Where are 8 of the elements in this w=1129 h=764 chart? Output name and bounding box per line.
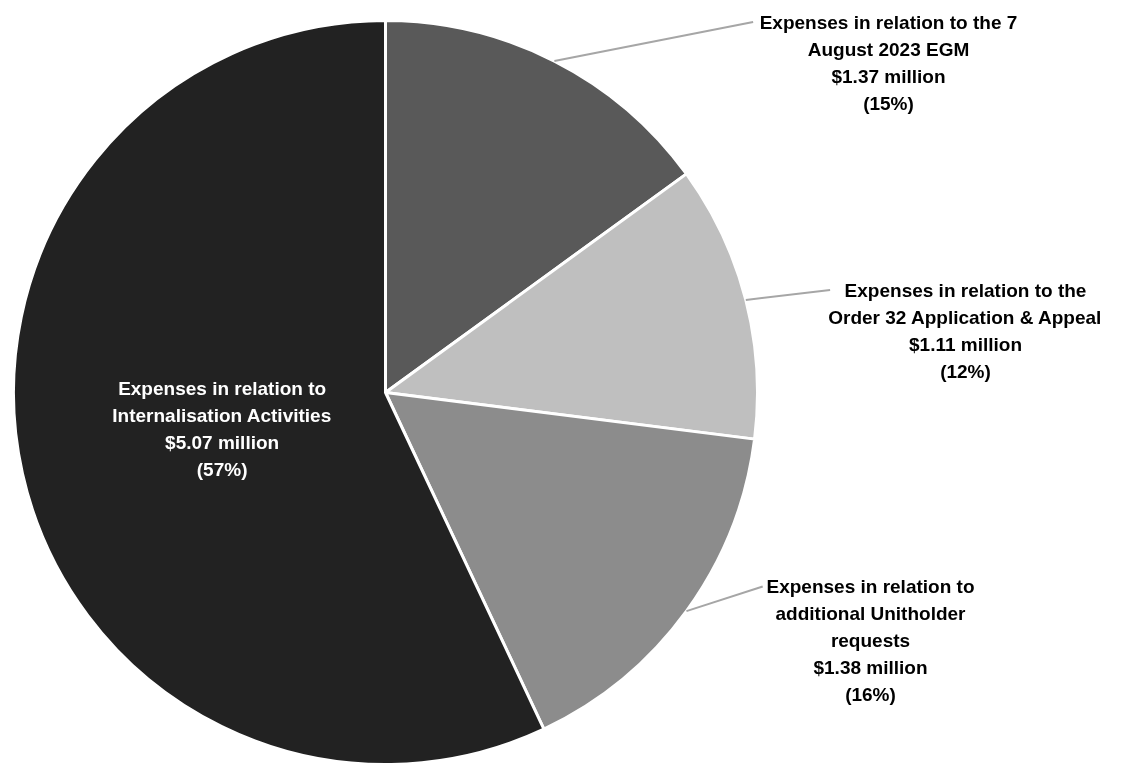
data-label: $1.38 million (16%) [813,657,928,705]
slice-label: Expenses in relation to additional Unitholder requests [766,576,975,651]
data-label: $5.07 million (57%) [165,432,280,481]
slice-label: Expenses in relation to the 7 August 2023 EGM [759,11,1018,60]
data-label: $1.11 million (12%) [909,333,1022,382]
slice-label: Expenses in relation to the Order 32 Application & Appeal [828,279,1102,328]
slice-label: Expenses in relation to Internalisation Activities [112,378,332,427]
data-label: $1.37 million (15%) [831,65,946,114]
